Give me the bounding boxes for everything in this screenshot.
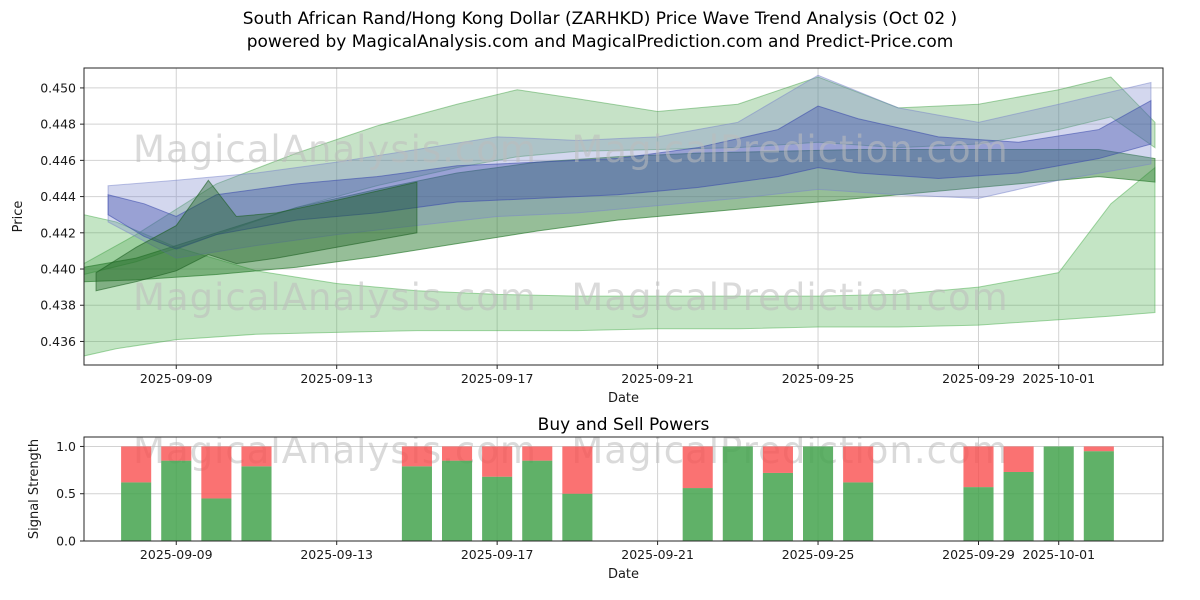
bar-sell-segment <box>482 446 513 477</box>
x-tick-label: 2025-09-13 <box>300 371 373 386</box>
bar-buy-segment <box>843 482 874 541</box>
bar-sell-segment <box>1083 446 1114 452</box>
bar-buy-segment <box>1043 446 1074 541</box>
figure-title-line2: powered by MagicalAnalysis.com and Magic… <box>246 32 954 52</box>
y-tick-label: 0.438 <box>40 298 76 313</box>
bar-buy-segment <box>121 482 152 541</box>
x-tick-label: 2025-10-01 <box>1022 371 1095 386</box>
y-tick-label: 0.450 <box>40 80 76 95</box>
bar-sell-segment <box>241 446 272 467</box>
x-tick-label: 2025-09-21 <box>621 371 694 386</box>
x-axis-label: Date <box>608 567 639 582</box>
bar-buy-segment <box>482 476 513 541</box>
y-tick-label: 0.5 <box>56 486 76 501</box>
x-tick-label: 2025-09-25 <box>782 547 855 562</box>
x-axis-label: Date <box>608 391 639 406</box>
bar-buy-segment <box>161 460 192 541</box>
bar-sell-segment <box>562 446 593 494</box>
watermark-analysis: MagicalAnalysis.com <box>133 276 537 319</box>
band-main-green-trend <box>84 148 1156 283</box>
watermark-analysis: MagicalAnalysis.com <box>133 128 537 171</box>
bar-buy-segment <box>762 472 793 541</box>
bar-sell-segment <box>441 446 473 461</box>
x-tick-label: 2025-09-17 <box>461 371 534 386</box>
x-tick-label: 2025-09-09 <box>140 371 213 386</box>
bar-buy-segment <box>682 488 713 541</box>
bar-sell-segment <box>843 446 874 483</box>
x-tick-label: 2025-09-21 <box>621 547 694 562</box>
bar-buy-segment <box>1083 451 1114 541</box>
x-tick-label: 2025-09-17 <box>461 547 534 562</box>
y-tick-label: 0.446 <box>40 153 76 168</box>
bar-buy-segment <box>1003 471 1034 541</box>
band-blue-fan <box>107 74 1152 259</box>
y-tick-label: 0.0 <box>56 534 76 549</box>
band-upper-green-fan <box>84 76 1156 275</box>
bar-sell-segment <box>401 446 432 467</box>
y-tick-label: 0.442 <box>40 225 76 240</box>
plot-border <box>83 436 1164 542</box>
x-tick-label: 2025-09-13 <box>300 547 373 562</box>
y-axis-label: Signal Strength <box>27 439 42 539</box>
price-bands <box>84 74 1156 357</box>
x-tick-label: 2025-10-01 <box>1022 547 1095 562</box>
signal-bars <box>121 446 1114 541</box>
watermark-prediction: MagicalPrediction.com <box>571 276 1008 319</box>
figure-title-line1: South African Rand/Hong Kong Dollar (ZAR… <box>242 9 958 29</box>
bar-buy-segment <box>562 493 593 541</box>
x-tick-label: 2025-09-29 <box>942 547 1015 562</box>
y-axis-label: Price <box>11 201 26 233</box>
figure-title: South African Rand/Hong Kong Dollar (ZAR… <box>0 8 1200 54</box>
watermark-analysis: MagicalAnalysis.com <box>133 429 537 472</box>
bar-buy-segment <box>201 498 232 541</box>
price-watermarks: MagicalAnalysis.com MagicalPrediction.com… <box>133 128 1008 319</box>
bar-buy-segment <box>722 446 753 541</box>
band-dark-left-cluster <box>95 179 418 292</box>
signal-chart-title: Buy and Sell Powers <box>537 415 710 435</box>
bar-sell-segment <box>161 446 192 461</box>
band-lower-envelope <box>84 166 1156 357</box>
signal-axes: 2025-09-09 2025-09-13 2025-09-17 2025-09-21… <box>27 436 1164 582</box>
y-tick-label: 0.448 <box>40 117 76 132</box>
bar-sell-segment <box>762 446 793 473</box>
bar-buy-segment <box>522 460 553 541</box>
bar-sell-segment <box>682 446 713 489</box>
band-blue-core <box>107 99 1152 250</box>
bar-buy-segment <box>241 466 272 541</box>
bar-buy-segment <box>401 466 432 541</box>
price-axes: 2025-09-09 2025-09-13 2025-09-17 2025-09-21… <box>11 67 1164 406</box>
bar-sell-segment <box>963 446 994 488</box>
y-tick-label: 0.444 <box>40 189 76 204</box>
bar-sell-segment <box>201 446 232 499</box>
y-tick-label: 1.0 <box>56 439 76 454</box>
bar-buy-segment <box>963 487 994 541</box>
watermark-prediction: MagicalPrediction.com <box>571 128 1008 171</box>
x-tick-label: 2025-09-25 <box>782 371 855 386</box>
bar-sell-segment <box>522 446 553 461</box>
plot-border <box>83 67 1164 366</box>
y-tick-label: 0.440 <box>40 262 76 277</box>
bar-sell-segment <box>1003 446 1034 472</box>
bar-buy-segment <box>802 446 834 541</box>
x-tick-label: 2025-09-29 <box>942 371 1015 386</box>
x-tick-label: 2025-09-09 <box>140 547 213 562</box>
bar-sell-segment <box>121 446 152 483</box>
bar-buy-segment <box>441 460 473 541</box>
y-tick-label: 0.436 <box>40 334 76 349</box>
